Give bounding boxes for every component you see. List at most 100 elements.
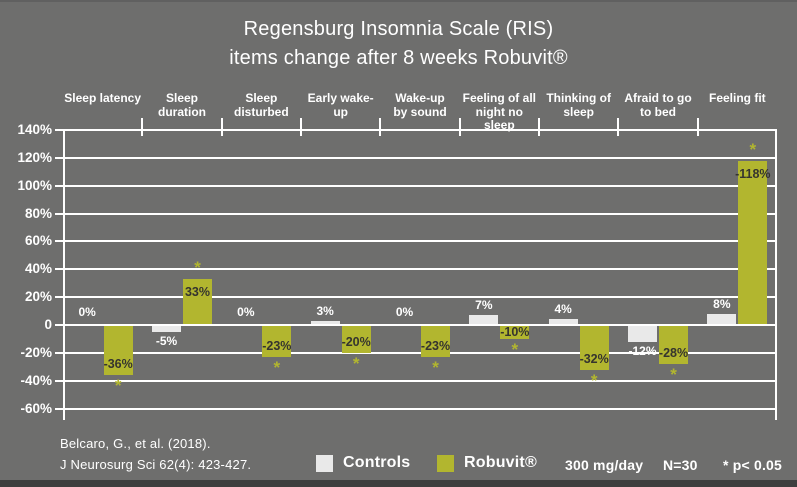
category-separator-tick	[458, 118, 461, 136]
legend-label-controls: Controls	[343, 454, 411, 471]
bar-robuvit	[103, 326, 133, 376]
significance-asterisk: *	[432, 358, 439, 378]
y-axis-tick	[55, 212, 63, 215]
gridline	[63, 324, 777, 326]
bottom-border	[0, 480, 797, 487]
bar-controls	[548, 319, 578, 324]
value-label-robuvit: -20%	[341, 334, 371, 349]
y-axis-tick-label: 80%	[24, 205, 52, 221]
y-axis-tick	[55, 296, 63, 299]
bar-robuvit	[341, 326, 371, 353]
value-label-robuvit: 33%	[184, 285, 211, 300]
category-separator-tick	[617, 118, 620, 136]
y-axis-tick	[55, 407, 63, 410]
category-label: Sleep latency	[64, 91, 142, 105]
significance-asterisk: *	[352, 353, 360, 373]
bar-robuvit	[579, 326, 609, 370]
significance-asterisk: *	[590, 370, 598, 390]
source-line2: J Neurosurg Sci 62(4): 423-427.	[60, 457, 252, 472]
legend-swatch-controls-icon	[316, 455, 333, 472]
y-axis-tick-label: 100%	[17, 177, 52, 193]
dose-note: 300 mg/day	[565, 457, 644, 473]
value-label-robuvit: -32%	[579, 351, 609, 366]
category-separator-tick	[538, 118, 540, 136]
value-label-controls: 7%	[475, 298, 493, 313]
gridline	[63, 379, 777, 382]
bar-controls	[310, 320, 340, 324]
bar-robuvit	[738, 160, 768, 324]
top-border	[0, 0, 797, 2]
y-axis-tick	[55, 324, 63, 326]
chart-title-line2: items change after 8 weeks Robuvit®	[229, 47, 568, 69]
gridline	[63, 296, 777, 299]
gridline	[63, 184, 777, 187]
value-label-robuvit: -10%	[500, 324, 530, 339]
significance-asterisk: *	[194, 258, 201, 278]
y-axis-tick	[55, 156, 63, 159]
category-label: Wake-up by sound	[393, 91, 447, 119]
bar-controls	[152, 326, 181, 332]
value-label-controls: 0%	[395, 305, 414, 319]
significance-asterisk: *	[511, 339, 519, 359]
y-axis-tick-label: -20%	[20, 344, 52, 360]
y-axis-tick-label: -40%	[20, 372, 52, 388]
category-label: Thinking of sleep	[546, 91, 611, 119]
value-label-controls: 3%	[316, 303, 334, 318]
category-label: Feeling of all night no sleep	[462, 91, 536, 132]
right-frame-line	[775, 130, 777, 420]
value-label-robuvit: -36%	[103, 357, 133, 372]
value-label-controls: 4%	[554, 302, 572, 317]
gridline	[63, 351, 777, 354]
value-label-controls: 8%	[713, 296, 731, 311]
gridline	[63, 212, 777, 215]
category-separator-tick	[379, 118, 382, 136]
category-labels-row: Sleep latency Sleep duration Sleep disturb…	[63, 91, 777, 131]
y-axis-tick	[55, 351, 63, 354]
category-label: Afraid to go to bed	[624, 91, 692, 119]
category-separator-tick	[696, 118, 699, 136]
value-label-robuvit: -118%	[735, 166, 771, 181]
plot-area: 0% -36% * -5% 33% * 0% -23% * 3% -20% * 0% -23% * 7% -10…	[63, 118, 777, 420]
category-label: Sleep disturbed	[233, 91, 289, 119]
y-axis-tick	[55, 240, 63, 243]
bar-controls	[469, 315, 499, 324]
value-label-controls: -12%	[628, 343, 657, 358]
y-axis-tick	[55, 129, 63, 131]
y-axis-tick	[55, 379, 63, 382]
sample-size-note: N=30	[663, 457, 698, 473]
y-axis-tick-label: 0	[44, 317, 52, 332]
value-label-controls: 0%	[237, 305, 255, 319]
y-axis-tick	[55, 184, 63, 187]
legend-label-robuvit: Robuvit®	[464, 454, 537, 471]
value-label-robuvit: -23%	[262, 339, 292, 354]
category-label: Early wake-up	[307, 91, 374, 119]
bar-robuvit	[421, 326, 450, 358]
source-citation: Belcaro, G., et al. (2018). J Neurosurg …	[60, 433, 251, 475]
gridline	[63, 240, 777, 243]
source-line1: Belcaro, G., et al. (2018).	[60, 436, 211, 451]
value-label-controls: 0%	[78, 305, 96, 319]
significance-asterisk: *	[749, 139, 757, 159]
y-axis-tick-label: 120%	[17, 149, 52, 165]
category-separator-tick	[300, 118, 302, 136]
y-axis-tick-label: 60%	[24, 233, 52, 249]
y-axis-tick-label: 40%	[24, 261, 52, 277]
bar-robuvit	[500, 326, 530, 339]
bar-controls	[628, 326, 657, 342]
gridline	[63, 268, 777, 271]
gridline	[63, 407, 777, 410]
category-separator-tick	[141, 118, 144, 136]
significance-asterisk: *	[670, 365, 677, 384]
value-label-robuvit: -23%	[420, 339, 451, 354]
y-axis-tick	[55, 268, 63, 271]
bar-robuvit	[262, 326, 292, 358]
chart-title-line1: Regensburg Insomnia Scale (RIS)	[243, 18, 554, 40]
y-axis-tick-label: 20%	[24, 289, 52, 305]
significance-asterisk: *	[273, 358, 281, 378]
significance-note: * p< 0.05	[723, 457, 783, 473]
y-axis-tick-label: 140%	[17, 122, 52, 137]
bar-robuvit	[659, 326, 688, 364]
bar-controls	[707, 313, 737, 324]
category-separator-tick	[220, 118, 223, 136]
